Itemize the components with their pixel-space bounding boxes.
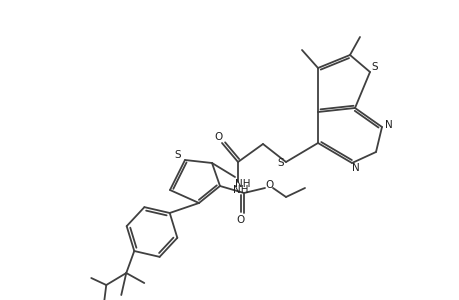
Text: N: N — [351, 163, 359, 173]
Text: S: S — [277, 158, 284, 168]
Text: S: S — [371, 62, 377, 72]
Text: N: N — [384, 120, 392, 130]
Text: O: O — [236, 215, 245, 225]
Text: O: O — [265, 180, 274, 190]
Text: NH: NH — [235, 179, 250, 189]
Text: NH: NH — [233, 185, 248, 195]
Text: O: O — [214, 132, 223, 142]
Text: S: S — [174, 150, 181, 160]
